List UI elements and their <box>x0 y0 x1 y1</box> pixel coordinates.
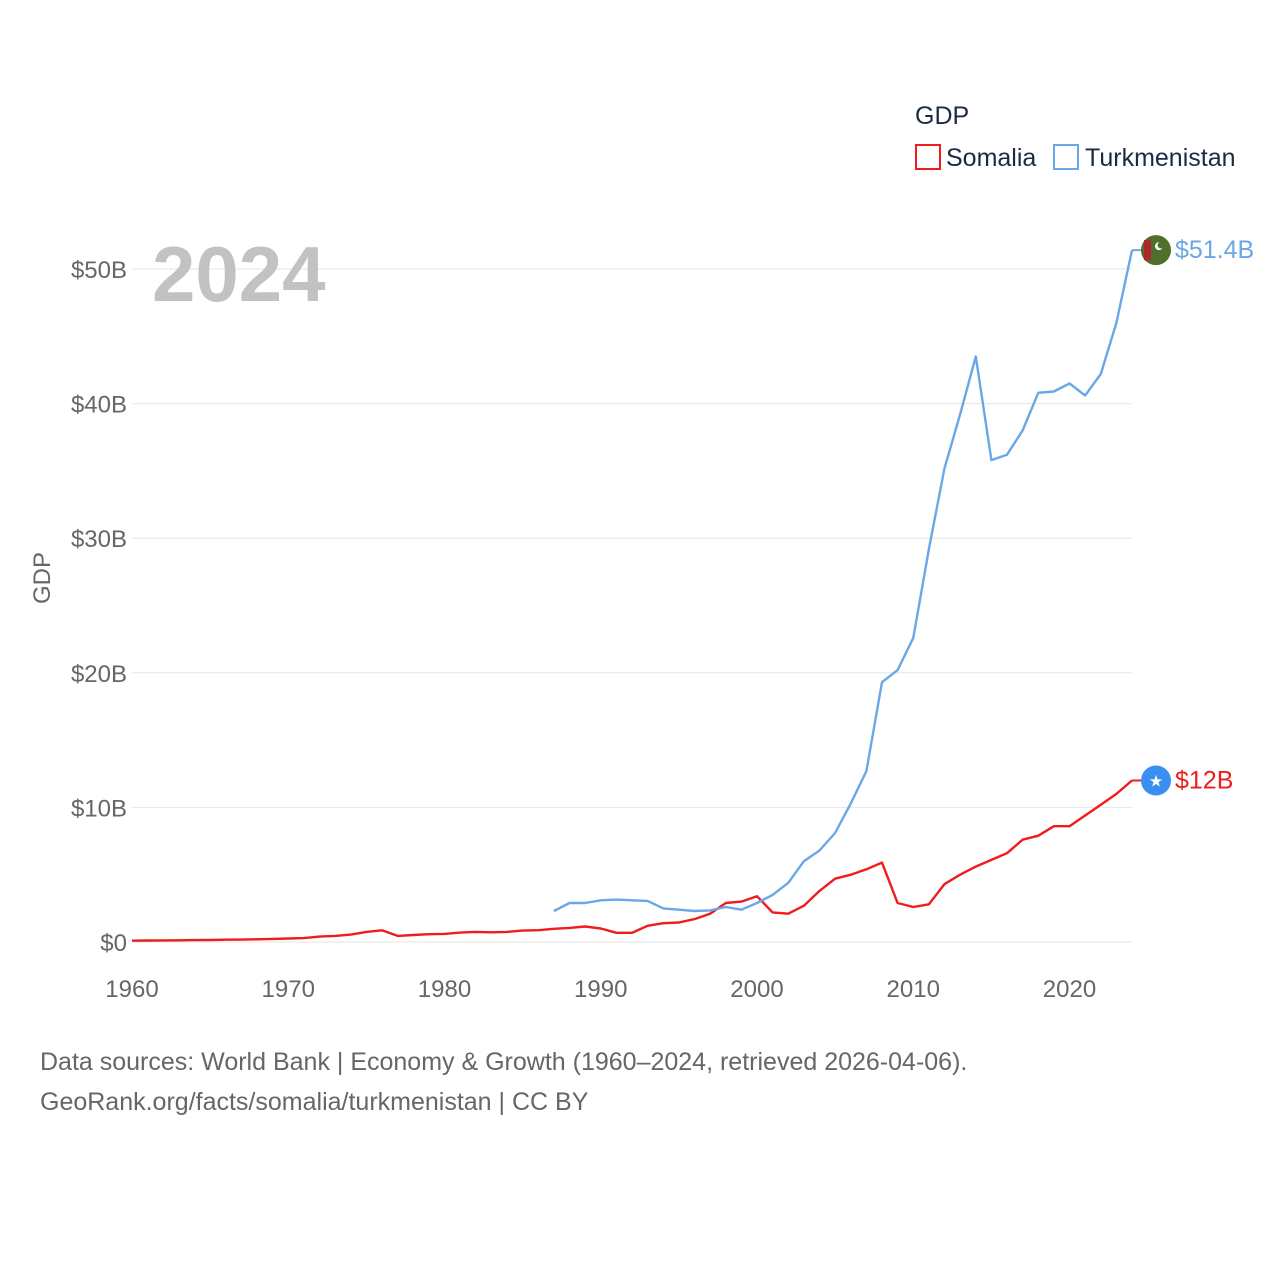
y-tick-label: $0 <box>100 930 127 957</box>
series-lines <box>131 249 1134 942</box>
legend-swatch-somalia[interactable] <box>915 144 941 170</box>
legend-swatch-turkmenistan[interactable] <box>1053 144 1079 170</box>
x-tick-label: 2020 <box>1043 976 1096 1003</box>
end-value-label-somalia: $12B <box>1175 766 1233 794</box>
flag-carpet-stripe <box>1144 240 1151 261</box>
star-icon: ★ <box>1149 773 1163 790</box>
footer-attribution: GeoRank.org/facts/somalia/turkmenistan |… <box>40 1088 589 1116</box>
legend-title: GDP <box>915 102 969 130</box>
x-tick-label: 1960 <box>105 976 158 1003</box>
year-watermark: 2024 <box>152 230 326 318</box>
y-tick-label: $10B <box>71 795 127 822</box>
x-tick-label: 2010 <box>887 976 940 1003</box>
series-line-turkmenistan <box>553 249 1134 913</box>
footer-sources: Data sources: World Bank | Economy & Gro… <box>40 1048 968 1076</box>
y-tick-label: $20B <box>71 661 127 688</box>
end-markers: ★ $12B $51.4B <box>1132 235 1254 796</box>
end-value-label-turkmenistan: $51.4B <box>1175 236 1254 264</box>
y-tick-label: $50B <box>71 257 127 284</box>
footer: Data sources: World Bank | Economy & Gro… <box>40 1042 1260 1122</box>
legend-label-turkmenistan[interactable]: Turkmenistan <box>1085 144 1236 172</box>
x-tick-label: 2000 <box>730 976 783 1003</box>
x-tick-label: 1970 <box>262 976 315 1003</box>
somalia-flag-icon <box>1141 765 1171 796</box>
x-tick-label: 1990 <box>574 976 627 1003</box>
series-line-somalia <box>131 779 1133 942</box>
grid-lines <box>132 268 1132 943</box>
y-axis-title: GDP <box>29 552 56 604</box>
x-axis-ticks: 1960 1970 1980 1990 2000 2010 2020 <box>105 976 1096 1003</box>
legend-label-somalia[interactable]: Somalia <box>946 144 1036 172</box>
y-tick-label: $30B <box>71 526 127 553</box>
legend: GDP Somalia Turkmenistan <box>915 102 1236 172</box>
y-axis-ticks: $0 $10B $20B $30B $40B $50B <box>71 257 127 957</box>
flag-crescent-cut <box>1157 241 1165 249</box>
turkmenistan-flag-icon <box>1141 235 1171 266</box>
x-tick-label: 1980 <box>418 976 471 1003</box>
y-tick-label: $40B <box>71 392 127 419</box>
